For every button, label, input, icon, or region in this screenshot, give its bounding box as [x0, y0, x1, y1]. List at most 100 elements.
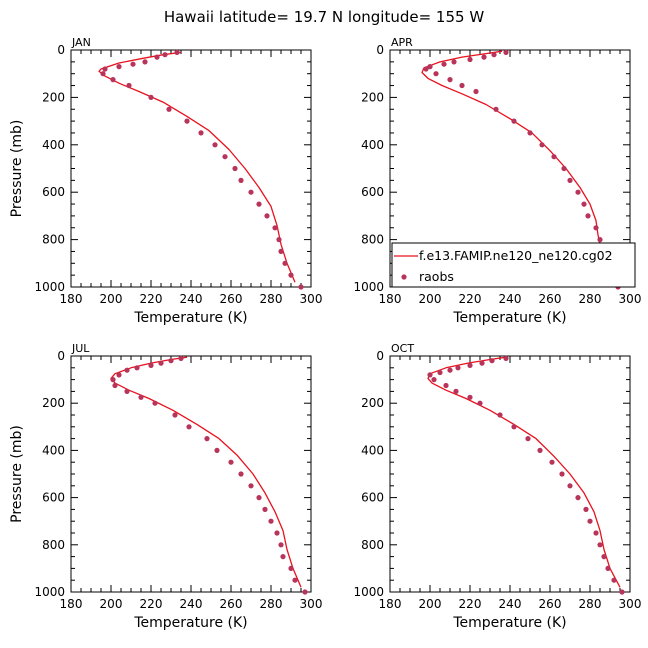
raobs-point — [292, 577, 298, 583]
raobs-point — [238, 471, 244, 477]
raobs-point — [204, 436, 210, 442]
raobs-point — [256, 201, 262, 207]
y-axis-title: Pressure (mb) — [9, 120, 25, 218]
x-tick-label: 180 — [379, 292, 402, 306]
raobs-point — [473, 88, 479, 95]
raobs-point — [511, 118, 517, 124]
raobs-point — [100, 71, 106, 77]
raobs-point — [154, 54, 160, 60]
raobs-point — [525, 436, 531, 442]
y-tick-label: 200 — [42, 90, 65, 104]
x-axis-title: Temperature (K) — [452, 615, 566, 631]
raobs-point — [575, 495, 581, 501]
raobs-point — [112, 382, 118, 389]
raobs-point — [611, 577, 617, 583]
x-tick-label: 240 — [180, 597, 203, 611]
model-profile-line — [421, 50, 615, 285]
figure-title: Hawaii latitude= 19.7 N longitude= 155 W — [164, 8, 484, 26]
raobs-point — [152, 400, 158, 406]
raobs-point — [503, 355, 509, 361]
panel-apr: APR 180 200 220 240 260 280 300 0 200 400 600 800 100… — [353, 36, 641, 326]
legend-obs-label: raobs — [419, 269, 454, 284]
y-tick-label: 400 — [42, 443, 65, 457]
y-tick-label: 800 — [42, 233, 65, 247]
raobs-point — [272, 225, 278, 231]
model-profile-line — [98, 51, 296, 283]
raobs-point — [567, 483, 573, 489]
legend-obs-swatch — [401, 274, 407, 280]
raobs-point — [138, 394, 144, 400]
raobs-point — [481, 54, 487, 60]
raobs-point — [276, 237, 282, 243]
raobs-point — [298, 284, 304, 290]
panel-jan: JAN 180 200 220 240 260 280 300 0 200 400 600 800 100… — [9, 36, 322, 326]
raobs-point — [467, 56, 473, 63]
raobs-point — [583, 506, 589, 512]
x-tick-label: 200 — [419, 292, 442, 306]
raobs-point — [537, 447, 543, 453]
y-tick-label: 1000 — [353, 280, 384, 294]
raobs-point — [228, 459, 234, 465]
raobs-point — [551, 154, 557, 160]
raobs-point — [134, 365, 140, 371]
raobs-point — [619, 589, 625, 595]
raobs-point — [288, 565, 294, 572]
model-profile-line — [427, 356, 621, 588]
raobs-point — [431, 377, 437, 383]
raobs-point — [489, 358, 495, 364]
raobs-point — [587, 518, 593, 524]
raobs-point — [288, 272, 294, 278]
raobs-point — [222, 154, 228, 160]
raobs-point — [198, 130, 204, 136]
y-axis-title: Pressure (mb) — [9, 425, 25, 523]
raobs-point — [597, 542, 603, 548]
y-tick-label: 0 — [376, 349, 384, 363]
y-tick-label: 400 — [361, 138, 384, 152]
plot-frame — [70, 355, 312, 593]
x-tick-label: 260 — [220, 597, 243, 611]
y-tick-label: 600 — [361, 185, 384, 199]
raobs-point — [601, 554, 607, 560]
raobs-point — [278, 542, 284, 548]
raobs-point — [427, 372, 433, 378]
raobs-point — [116, 64, 122, 70]
x-axis-title: Temperature (K) — [452, 310, 566, 326]
raobs-point — [158, 360, 164, 366]
raobs-point — [451, 59, 457, 65]
raobs-point — [102, 66, 108, 72]
raobs-point — [575, 189, 581, 195]
raobs-point — [477, 400, 483, 406]
x-tick-label: 240 — [499, 292, 522, 306]
y-tick-label: 200 — [361, 90, 384, 104]
x-axis-title: Temperature (K) — [133, 310, 247, 326]
raobs-point — [493, 106, 499, 112]
raobs-point — [459, 82, 465, 89]
x-tick-label: 240 — [499, 597, 522, 611]
raobs-point — [126, 82, 132, 89]
raobs-point — [248, 483, 254, 489]
raobs-point — [549, 459, 555, 465]
raobs-point — [539, 142, 545, 148]
raobs-point — [166, 106, 172, 112]
x-tick-label: 280 — [579, 292, 602, 306]
raobs-point — [447, 77, 453, 83]
y-tick-label: 800 — [42, 538, 65, 552]
raobs-point — [248, 189, 254, 195]
x-tick-label: 220 — [140, 292, 163, 306]
x-tick-label: 240 — [180, 292, 203, 306]
y-tick-label: 1000 — [34, 585, 65, 599]
y-tick-label: 800 — [361, 538, 384, 552]
raobs-point — [479, 360, 485, 366]
raobs-point — [162, 52, 168, 58]
raobs-point — [559, 471, 565, 477]
raobs-point — [302, 589, 308, 595]
raobs-point — [491, 52, 497, 58]
panel-oct: OCT 180 200 220 240 260 280 300 0 200 400 600 800 100… — [353, 342, 641, 631]
raobs-point — [427, 64, 433, 70]
raobs-point — [593, 225, 599, 231]
y-tick-label: 600 — [42, 185, 65, 199]
y-tick-label: 200 — [361, 396, 384, 410]
y-tick-label: 600 — [42, 491, 65, 505]
raobs-point — [142, 59, 148, 65]
raobs-point — [184, 118, 190, 124]
